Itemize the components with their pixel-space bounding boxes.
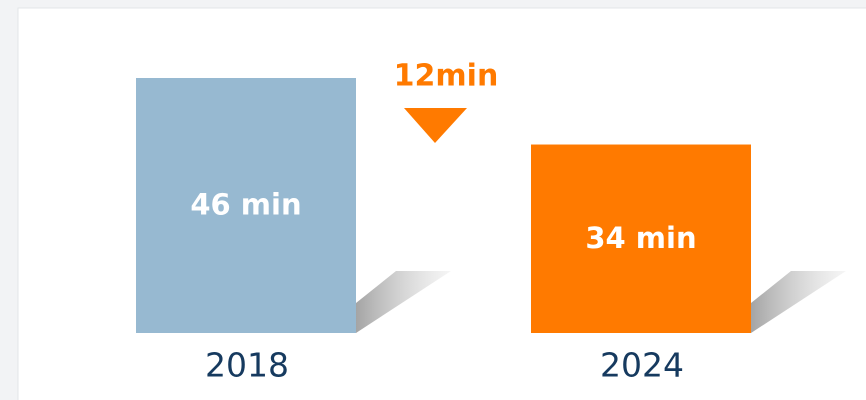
annotation-arrow — [404, 108, 467, 143]
x-tick-label: 2024 — [600, 346, 684, 385]
value-label: 34 min — [585, 221, 696, 255]
bar-shadow — [356, 271, 451, 333]
bar — [136, 78, 356, 333]
value-label: 46 min — [190, 188, 301, 222]
x-tick-label: 2018 — [205, 346, 289, 385]
bar — [531, 144, 751, 333]
annotation: 12min — [394, 59, 499, 94]
bar-shadow — [751, 271, 846, 333]
